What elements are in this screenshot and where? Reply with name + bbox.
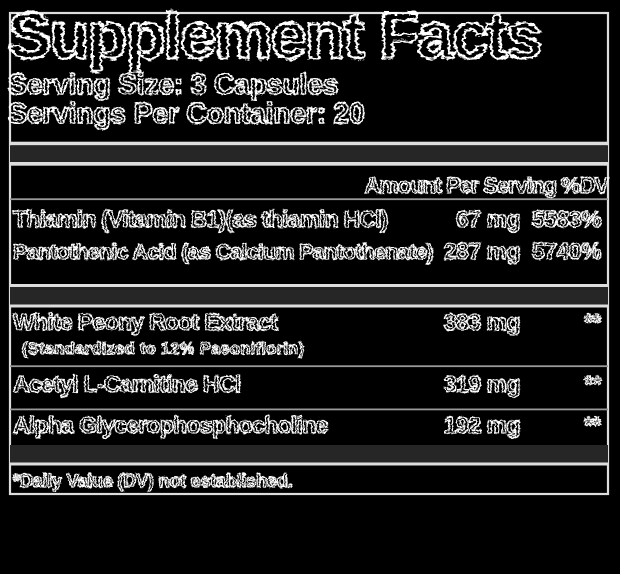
svg-text:319 mg: 319 mg <box>444 371 520 397</box>
svg-text:383 mg: 383 mg <box>444 309 520 335</box>
svg-text:Pantothenic Acid (as Calcium P: Pantothenic Acid (as Calcium Pantothenat… <box>13 241 433 264</box>
svg-text:Amount Per Serving %DV: Amount Per Serving %DV <box>364 173 609 198</box>
svg-text:Servings Per Container: 20: Servings Per Container: 20 <box>8 98 365 130</box>
svg-text:White Peony Root Extract: White Peony Root Extract <box>13 309 278 335</box>
svg-text:*Daily Value (DV) not establis: *Daily Value (DV) not established. <box>13 471 292 491</box>
svg-text:287 mg: 287 mg <box>444 238 520 264</box>
svg-text:Acetyl L-Carnitine HCl: Acetyl L-Carnitine HCl <box>13 371 240 397</box>
svg-text:5583%: 5583% <box>532 206 601 232</box>
svg-text:(Standardized to 12% Paeoniflo: (Standardized to 12% Paeoniflorin) <box>22 340 304 358</box>
svg-text:**: ** <box>584 412 601 438</box>
svg-text:**: ** <box>584 309 601 335</box>
svg-text:5740%: 5740% <box>532 238 601 264</box>
svg-text:Thiamin (Vitamin B1)(as thiami: Thiamin (Vitamin B1)(as thiamin HCl) <box>13 206 388 232</box>
svg-text:67 mg: 67 mg <box>456 206 520 232</box>
svg-text:Alpha Glycerophosphocholine: Alpha Glycerophosphocholine <box>13 412 328 438</box>
svg-text:192 mg: 192 mg <box>444 412 520 438</box>
svg-text:**: ** <box>584 371 601 397</box>
svg-text:Supplement Facts: Supplement Facts <box>8 0 541 72</box>
svg-text:Serving Size: 3 Capsules: Serving Size: 3 Capsules <box>8 69 338 101</box>
